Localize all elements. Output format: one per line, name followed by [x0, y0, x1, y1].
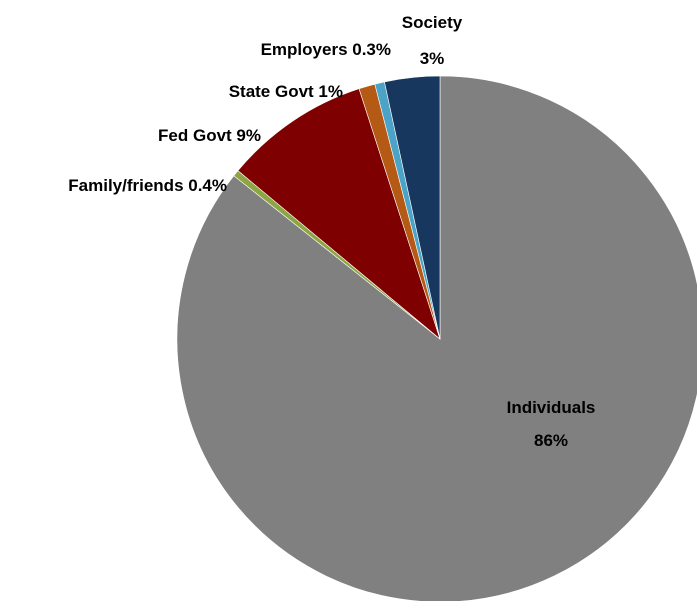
pie-slice-individuals [176, 75, 697, 601]
label-individuals-value: 86% [534, 431, 568, 450]
pie-slice-fed-govt [237, 88, 441, 340]
label-employers: Employers 0.3% [261, 40, 391, 59]
label-family-friends: Family/friends 0.4% [68, 176, 227, 195]
pie-labels: Society 3% Employers 0.3% State Govt 1% … [68, 13, 595, 450]
label-individuals-name: Individuals [507, 398, 596, 417]
pie-slices [176, 75, 697, 601]
label-society-value: 3% [420, 49, 445, 68]
label-fed-govt: Fed Govt 9% [158, 126, 261, 145]
pie-slice-society [384, 75, 441, 340]
label-state-govt: State Govt 1% [229, 82, 343, 101]
label-society-name: Society [402, 13, 463, 32]
